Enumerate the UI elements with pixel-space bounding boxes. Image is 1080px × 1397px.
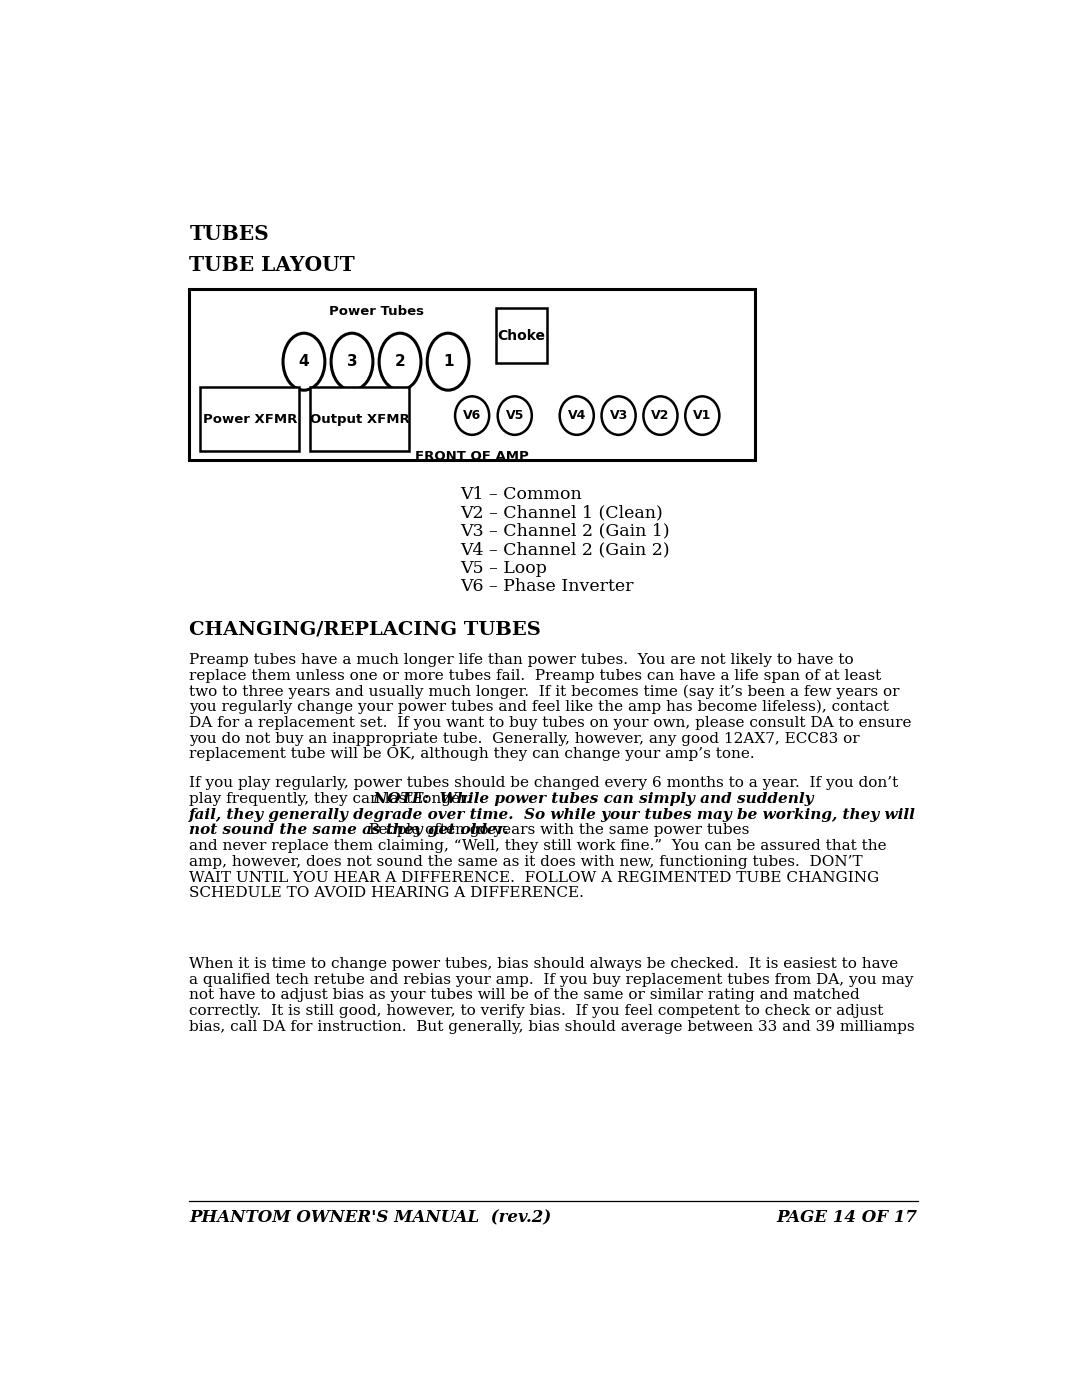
Text: TUBE LAYOUT: TUBE LAYOUT — [189, 254, 355, 275]
Ellipse shape — [455, 397, 489, 434]
Text: FRONT OF AMP: FRONT OF AMP — [415, 450, 529, 464]
Text: replace them unless one or more tubes fail.  Preamp tubes can have a life span o: replace them unless one or more tubes fa… — [189, 669, 881, 683]
Text: 1: 1 — [443, 355, 454, 369]
Text: Preamp tubes have a much longer life than power tubes.  You are not likely to ha: Preamp tubes have a much longer life tha… — [189, 652, 854, 666]
Text: V3 – Channel 2 (Gain 1): V3 – Channel 2 (Gain 1) — [460, 522, 670, 539]
Text: V5: V5 — [505, 409, 524, 422]
Ellipse shape — [283, 334, 325, 390]
Ellipse shape — [332, 334, 373, 390]
Text: V3: V3 — [609, 409, 627, 422]
Ellipse shape — [498, 397, 531, 434]
Text: amp, however, does not sound the same as it does with new, functioning tubes.  D: amp, however, does not sound the same as… — [189, 855, 863, 869]
Text: V2: V2 — [651, 409, 670, 422]
Ellipse shape — [559, 397, 594, 434]
Bar — [496, 307, 546, 363]
Text: V5 – Loop: V5 – Loop — [460, 560, 548, 577]
Ellipse shape — [428, 334, 469, 390]
Bar — [200, 387, 299, 451]
Text: V1: V1 — [693, 409, 712, 422]
Text: not sound the same as they get older.: not sound the same as they get older. — [189, 823, 509, 837]
Text: Power Tubes: Power Tubes — [328, 305, 423, 317]
Text: PAGE 14 OF 17: PAGE 14 OF 17 — [777, 1210, 918, 1227]
Text: replacement tube will be OK, although they can change your amp’s tone.: replacement tube will be OK, although th… — [189, 747, 755, 761]
Ellipse shape — [685, 397, 719, 434]
Text: play frequently, they can last longer.: play frequently, they can last longer. — [189, 792, 471, 806]
Text: V6 – Phase Inverter: V6 – Phase Inverter — [460, 578, 634, 595]
Text: V4 – Channel 2 (Gain 2): V4 – Channel 2 (Gain 2) — [460, 541, 670, 557]
Text: NOTE:  While power tubes can simply and suddenly: NOTE: While power tubes can simply and s… — [368, 792, 814, 806]
Text: If you play regularly, power tubes should be changed every 6 months to a year.  : If you play regularly, power tubes shoul… — [189, 775, 899, 789]
Text: V2 – Channel 1 (Clean): V2 – Channel 1 (Clean) — [460, 504, 663, 521]
Text: and never replace them claiming, “Well, they still work fine.”  You can be assur: and never replace them claiming, “Well, … — [189, 840, 887, 854]
Text: a qualified tech retube and rebias your amp.  If you buy replacement tubes from : a qualified tech retube and rebias your … — [189, 972, 914, 986]
Text: 4: 4 — [299, 355, 309, 369]
Text: V1 – Common: V1 – Common — [460, 486, 582, 503]
Text: DA for a replacement set.  If you want to buy tubes on your own, please consult : DA for a replacement set. If you want to… — [189, 715, 912, 729]
Text: TUBES: TUBES — [189, 224, 269, 244]
Text: WAIT UNTIL YOU HEAR A DIFFERENCE.  FOLLOW A REGIMENTED TUBE CHANGING: WAIT UNTIL YOU HEAR A DIFFERENCE. FOLLOW… — [189, 870, 879, 884]
Ellipse shape — [644, 397, 677, 434]
Text: fail, they generally degrade over time.  So while your tubes may be working, the: fail, they generally degrade over time. … — [189, 807, 916, 821]
Ellipse shape — [602, 397, 636, 434]
Bar — [310, 387, 409, 451]
Text: CHANGING/REPLACING TUBES: CHANGING/REPLACING TUBES — [189, 620, 541, 638]
Text: Output XFMR: Output XFMR — [310, 412, 409, 426]
Text: you do not buy an inappropriate tube.  Generally, however, any good 12AX7, ECC83: you do not buy an inappropriate tube. Ge… — [189, 732, 860, 746]
Text: two to three years and usually much longer.  If it becomes time (say it’s been a: two to three years and usually much long… — [189, 685, 900, 698]
Ellipse shape — [379, 334, 421, 390]
Text: you regularly change your power tubes and feel like the amp has become lifeless): you regularly change your power tubes an… — [189, 700, 889, 714]
Text: PHANTOM OWNER'S MANUAL  (rev.2): PHANTOM OWNER'S MANUAL (rev.2) — [189, 1210, 552, 1227]
Text: SCHEDULE TO AVOID HEARING A DIFFERENCE.: SCHEDULE TO AVOID HEARING A DIFFERENCE. — [189, 887, 584, 901]
Text: Power XFMR: Power XFMR — [203, 412, 297, 426]
Text: not have to adjust bias as your tubes will be of the same or similar rating and : not have to adjust bias as your tubes wi… — [189, 989, 860, 1003]
Text: 3: 3 — [347, 355, 357, 369]
Text: correctly.  It is still good, however, to verify bias.  If you feel competent to: correctly. It is still good, however, to… — [189, 1004, 883, 1018]
Text: When it is time to change power tubes, bias should always be checked.  It is eas: When it is time to change power tubes, b… — [189, 957, 899, 971]
Text: 2: 2 — [394, 355, 405, 369]
Bar — [189, 289, 755, 460]
Text: People often go years with the same power tubes: People often go years with the same powe… — [364, 823, 748, 837]
Text: Choke: Choke — [497, 328, 545, 342]
Text: bias, call DA for instruction.  But generally, bias should average between 33 an: bias, call DA for instruction. But gener… — [189, 1020, 915, 1034]
Text: V6: V6 — [463, 409, 482, 422]
Text: V4: V4 — [568, 409, 586, 422]
